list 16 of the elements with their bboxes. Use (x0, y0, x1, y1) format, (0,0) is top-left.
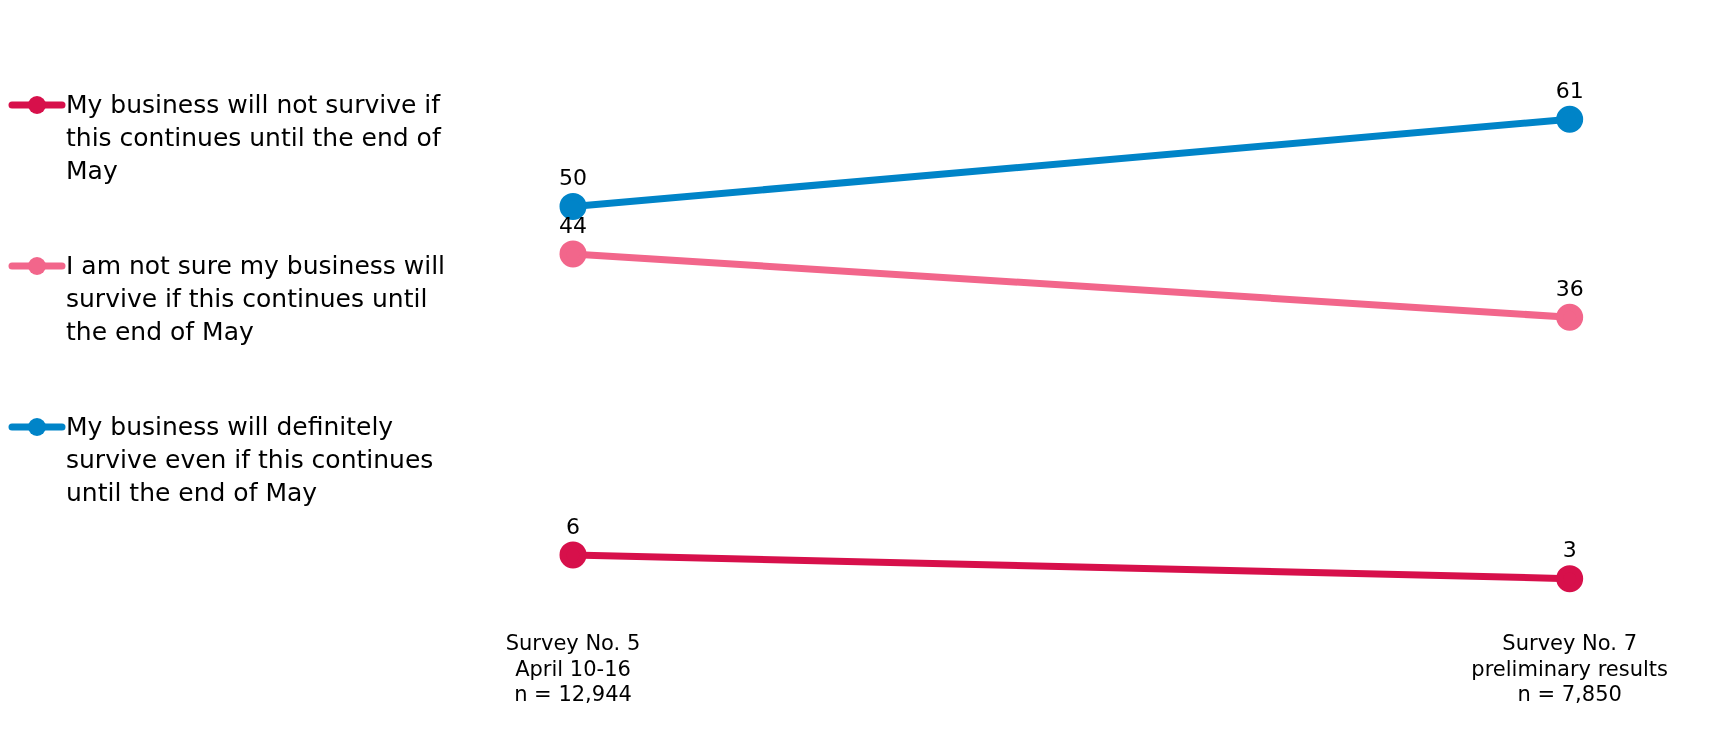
x-tick-label: Survey No. 7 preliminary results n = 7,850 (1471, 631, 1668, 706)
point (1556, 303, 1584, 331)
data-label: 61 (1555, 78, 1584, 103)
legend-label: My business will definitely survive even if this continues until the end of May (66, 410, 435, 509)
point (1556, 105, 1584, 133)
point (1556, 565, 1584, 593)
legend-label: My business will not survive if this continues until the end of May (66, 88, 443, 187)
data-label: 3 (1562, 537, 1577, 563)
point (559, 541, 587, 569)
data-label: 6 (566, 513, 580, 539)
data-label: 50 (559, 165, 587, 191)
data-label: 44 (559, 212, 587, 238)
x-tick-label: Survey No. 5 April 10-16 n = 12,944 (505, 631, 641, 706)
point (559, 240, 587, 268)
legend-label: I am not sure my business will survive if this continues until the end of May (66, 249, 446, 348)
data-label: 36 (1555, 276, 1584, 301)
